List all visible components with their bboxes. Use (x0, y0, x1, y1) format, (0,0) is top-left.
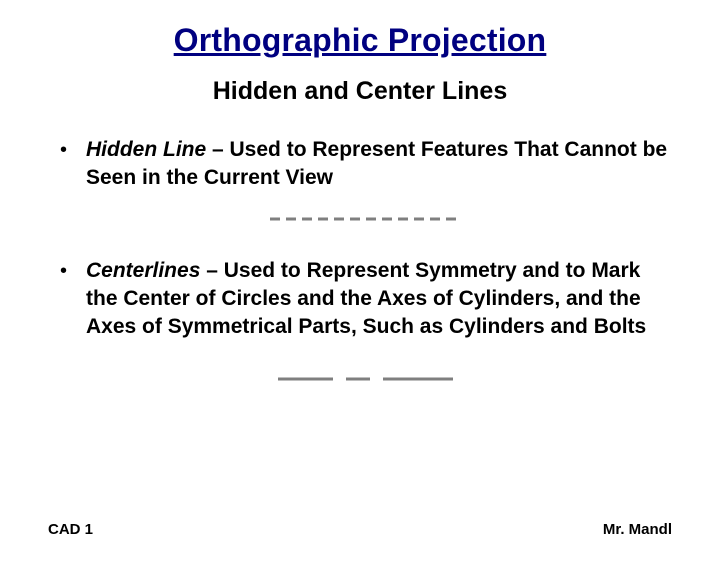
bullet-term: Centerlines (86, 259, 200, 282)
bullet-item: • Centerlines – Used to Represent Symmet… (60, 257, 670, 340)
page-subtitle: Hidden and Center Lines (0, 77, 720, 106)
hidden-line-icon (270, 214, 460, 224)
page-title: Orthographic Projection (0, 22, 720, 59)
bullet-term: Hidden Line (86, 138, 206, 161)
footer-left: CAD 1 (48, 521, 93, 538)
bullet-item: • Hidden Line – Used to Represent Featur… (60, 136, 670, 191)
bullet-text: Hidden Line – Used to Represent Features… (86, 136, 670, 191)
content-area: • Hidden Line – Used to Represent Featur… (0, 136, 720, 393)
bullet-marker: • (60, 136, 86, 164)
footer-right: Mr. Mandl (603, 521, 672, 538)
bullet-marker: • (60, 257, 86, 285)
center-line-icon (278, 374, 453, 384)
center-line-demo (60, 365, 670, 393)
hidden-line-demo (60, 205, 670, 233)
slide: Orthographic Projection Hidden and Cente… (0, 22, 720, 562)
bullet-text: Centerlines – Used to Represent Symmetry… (86, 257, 670, 340)
